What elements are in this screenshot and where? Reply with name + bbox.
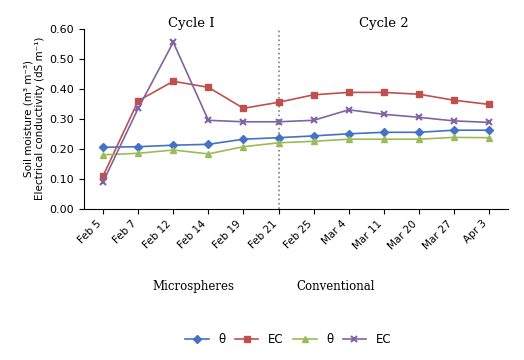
Text: Cycle 2: Cycle 2 [359, 17, 409, 30]
Legend: θ, EC, θ, EC: θ, EC, θ, EC [180, 328, 396, 351]
Y-axis label: Soil moisture (m³ m⁻³)
Electrical conductivity (dS m⁻¹): Soil moisture (m³ m⁻³) Electrical conduc… [24, 37, 45, 201]
Text: Conventional: Conventional [296, 280, 375, 293]
Text: Microspheres: Microspheres [153, 280, 235, 293]
Text: Cycle I: Cycle I [168, 17, 214, 30]
